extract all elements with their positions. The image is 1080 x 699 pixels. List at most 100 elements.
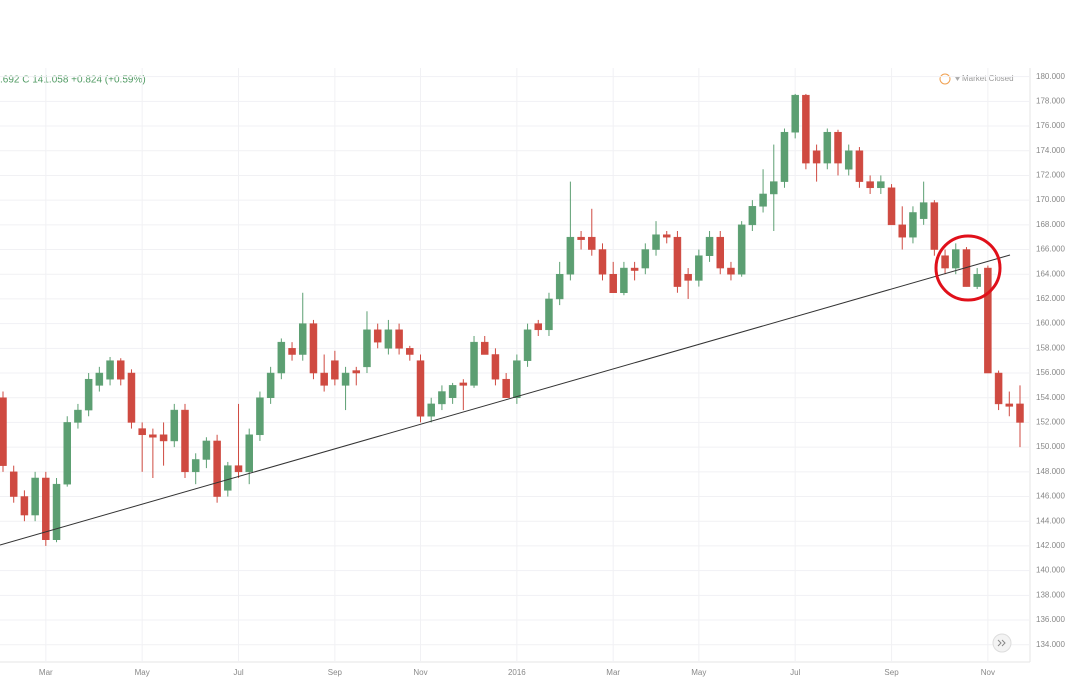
y-tick-label: 154.000 <box>1036 393 1065 402</box>
header-ohlc: .692 C 141.058 +0.824 (+0.59%) <box>0 75 146 86</box>
y-tick-label: 156.000 <box>1036 368 1065 377</box>
candle-body <box>213 440 221 497</box>
candle-body <box>127 372 136 423</box>
candle-body <box>470 341 478 386</box>
candle-body <box>941 255 949 269</box>
plot-background <box>0 68 1080 699</box>
candle-body <box>1005 403 1014 407</box>
candle-body <box>609 273 617 294</box>
candle-body <box>117 360 125 380</box>
candle-body <box>224 465 232 491</box>
candle-body <box>588 236 596 250</box>
candle-body <box>341 372 350 386</box>
candle-body <box>919 202 928 219</box>
candle-body <box>887 187 896 226</box>
y-tick-label: 178.000 <box>1036 96 1065 105</box>
y-tick-label: 176.000 <box>1036 121 1065 130</box>
candle-body <box>598 249 607 275</box>
y-tick-label: 164.000 <box>1036 269 1065 278</box>
y-tick-label: 150.000 <box>1036 442 1065 451</box>
candle-body <box>716 236 725 269</box>
y-tick-label: 180.000 <box>1036 72 1065 81</box>
y-tick-label: 136.000 <box>1036 615 1065 624</box>
candle-body <box>448 385 457 398</box>
scroll-icon <box>997 639 1006 647</box>
x-tick-label: Jul <box>790 668 800 677</box>
candle-body <box>802 94 810 164</box>
candle-body <box>770 181 778 195</box>
y-tick-label: 140.000 <box>1036 566 1065 575</box>
candle-body <box>523 329 532 361</box>
candle-body <box>652 234 660 250</box>
candle-body <box>406 348 414 355</box>
candle-body <box>491 354 500 380</box>
candle-body <box>695 255 703 281</box>
x-tick-label: Sep <box>328 668 343 677</box>
y-tick-label: 160.000 <box>1036 319 1065 328</box>
candle-body <box>181 409 189 473</box>
candle-body <box>277 341 286 374</box>
y-tick-label: 168.000 <box>1036 220 1065 229</box>
candle-body <box>395 329 403 349</box>
candle-body <box>930 202 939 250</box>
candle-body <box>662 234 671 238</box>
candle-body <box>994 372 1003 405</box>
candle-body <box>502 378 510 398</box>
candle-body <box>42 477 50 540</box>
candle-body <box>149 434 157 438</box>
y-tick-label: 158.000 <box>1036 343 1065 352</box>
candle-body <box>984 267 992 374</box>
candle-body <box>737 224 746 275</box>
y-tick-label: 148.000 <box>1036 467 1065 476</box>
y-tick-label: 142.000 <box>1036 541 1065 550</box>
candle-body <box>480 341 489 355</box>
y-tick-label: 152.000 <box>1036 418 1065 427</box>
candle-body <box>320 372 328 386</box>
candle-body <box>266 372 275 398</box>
candle-body <box>834 131 842 164</box>
candle-body <box>31 477 39 516</box>
x-tick-label: May <box>135 668 150 677</box>
candle-body <box>95 372 104 386</box>
scroll-button[interactable] <box>992 633 1012 653</box>
candle-body <box>416 360 425 417</box>
candle-body <box>245 434 253 473</box>
candle-body <box>705 236 714 256</box>
highlight-circle <box>934 234 1002 302</box>
candle-body <box>1016 403 1024 423</box>
y-tick-label: 146.000 <box>1036 492 1065 501</box>
x-tick-label: Mar <box>606 668 620 677</box>
candle-body <box>459 382 468 386</box>
candle-body <box>74 409 82 423</box>
x-tick-label: Sep <box>884 668 899 677</box>
candle-body <box>555 273 564 300</box>
candle-body <box>63 422 71 485</box>
candle-body <box>138 428 146 436</box>
candle-body <box>288 348 296 355</box>
candle-body <box>748 206 757 226</box>
candle-body <box>438 391 446 405</box>
candle-body <box>727 267 735 275</box>
x-tick-label: Jul <box>233 668 243 677</box>
trend-line <box>0 254 1011 546</box>
candle-body <box>309 323 318 374</box>
x-tick-label: May <box>691 668 706 677</box>
x-tick-label: Mar <box>39 668 53 677</box>
candle-body <box>298 323 307 355</box>
candle-body <box>630 267 639 271</box>
y-tick-label: 134.000 <box>1036 640 1065 649</box>
candle-body <box>52 483 61 540</box>
candle-body <box>84 378 93 411</box>
y-tick-label: 166.000 <box>1036 245 1065 254</box>
candle-body <box>952 249 960 269</box>
y-tick-label: 138.000 <box>1036 590 1065 599</box>
candle-body <box>427 403 435 417</box>
candle-body <box>331 360 339 380</box>
candle-body <box>0 397 7 466</box>
candle-body <box>9 471 18 497</box>
candle-body <box>534 323 543 331</box>
candle-body <box>898 224 906 238</box>
candle-body <box>812 150 821 164</box>
